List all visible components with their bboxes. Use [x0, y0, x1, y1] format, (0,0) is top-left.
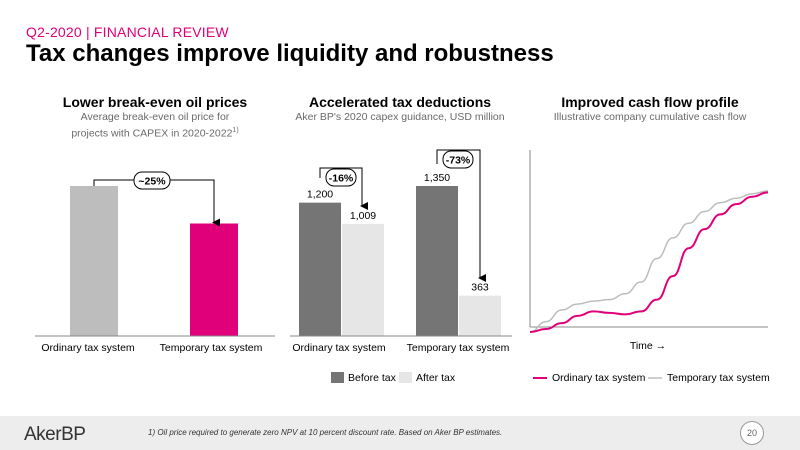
panel1-change-badge — [133, 171, 171, 190]
footnote: 1) Oil price required to generate zero N… — [148, 428, 503, 437]
charts-canvas: ~25% Ordinary tax system Temporary tax s… — [35, 149, 770, 384]
panel2-value-temporary-after: 363 — [471, 282, 489, 294]
panel3-chart: Time → Ordinary tax system Temporary tax… — [529, 150, 770, 384]
panel2-change-label-ordinary: -16% — [329, 173, 354, 185]
page-number: 20 — [740, 421, 764, 445]
panel1-title: Lower break-even oil prices — [62, 94, 248, 110]
panel2-change-badge-temporary — [442, 150, 474, 169]
section-subtitle: Q2-2020 | FINANCIAL REVIEW — [26, 24, 229, 40]
panel3-xlabel: Time → — [630, 340, 666, 352]
footnote-marker: 1) — [232, 127, 239, 134]
panel2-bar-temporary-after — [459, 295, 501, 336]
footer: AkerBP 1) Oil price required to generate… — [0, 416, 800, 450]
company-logo: AkerBP — [24, 424, 86, 445]
panel2-value-ordinary-after: 1,009 — [350, 210, 376, 222]
panel1-bar-ordinary — [70, 186, 118, 336]
panel2-value-temporary-before: 1,350 — [424, 172, 450, 184]
panel1-subtitle-line1: Average break-even oil price for — [80, 111, 230, 123]
panel3-line-temporary — [529, 190, 769, 333]
page-title: Tax changes improve liquidity and robust… — [26, 40, 554, 67]
panel1-subtitle: Average break-even oil price for project… — [30, 111, 280, 141]
panel2-value-ordinary-before: 1,200 — [307, 189, 333, 201]
legend-label-before-tax: Before tax — [348, 372, 397, 384]
panel1-xlabel-temporary: Temporary tax system — [160, 342, 263, 354]
panel2-subtitle: Aker BP's 2020 capex guidance, USD milli… — [295, 111, 505, 123]
panel2-change-arrow-ordinary — [319, 167, 368, 210]
legend-swatch-before-tax — [331, 372, 344, 383]
panel3-subtitle: Illustrative company cumulative cash flo… — [553, 111, 747, 123]
panel1-subtitle-line2: projects with CAPEX in 2020-2022 — [71, 127, 233, 140]
panel1-change-label: ~25% — [138, 176, 166, 188]
panel2-title: Accelerated tax deductions — [308, 94, 492, 110]
panel3-title: Improved cash flow profile — [561, 94, 739, 110]
panel1-bar-temporary — [190, 223, 238, 336]
panel2-bar-temporary-before — [416, 186, 458, 336]
panel1-xlabel-ordinary: Ordinary tax system — [41, 342, 135, 354]
panel2-xlabel-temporary: Temporary tax system — [407, 342, 510, 354]
legend-label-temporary: Temporary tax system — [667, 372, 770, 384]
legend-label-after-tax: After tax — [416, 372, 456, 384]
panel2-change-arrow-temporary — [436, 149, 486, 282]
panel2-chart: 1,200 1,009 1,350 363 -16% -73% Ordinary… — [290, 149, 512, 384]
legend-swatch-after-tax — [399, 372, 412, 383]
panel2-xlabel-ordinary: Ordinary tax system — [292, 342, 386, 354]
panel2-bar-ordinary-after — [342, 223, 384, 336]
panel3-line-ordinary — [529, 191, 769, 333]
panel2-bar-ordinary-before — [299, 202, 341, 336]
panel2-change-label-temporary: -73% — [446, 155, 471, 167]
panel2-change-badge-ordinary — [325, 168, 357, 187]
panel1-chart: ~25% Ordinary tax system Temporary tax s… — [35, 171, 275, 354]
legend-label-ordinary: Ordinary tax system — [552, 372, 646, 384]
